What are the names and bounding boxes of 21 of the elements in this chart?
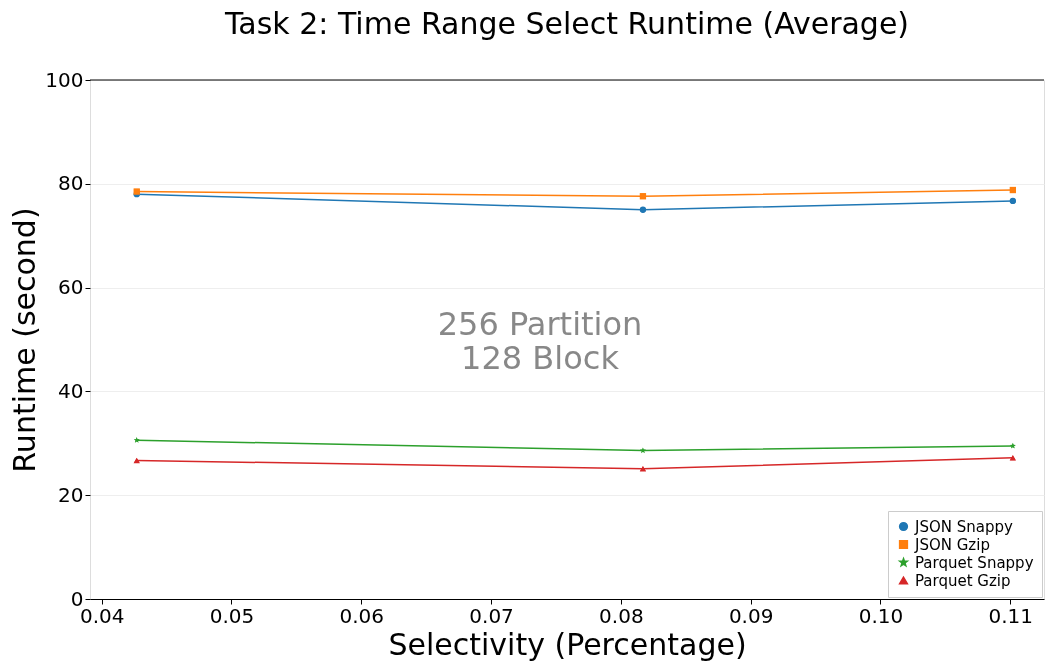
y-tick-label: 80 (58, 171, 84, 196)
y-tick-label: 0 (70, 586, 84, 611)
y-axis-title: Runtime (second) (7, 207, 43, 473)
legend-label: Parquet Gzip (915, 571, 1011, 590)
y-tick-label: 40 (58, 378, 84, 403)
y-tick-label: 20 (58, 482, 84, 507)
x-tick-label: 0.05 (209, 603, 255, 628)
x-tick-label: 0.08 (599, 603, 644, 628)
x-tick-label: 0.11 (988, 603, 1034, 628)
legend-label: JSON Gzip (914, 535, 990, 554)
annotation: 256 Partition 128 Block (437, 305, 643, 377)
x-axis-title: Selectivity (Percentage) (388, 626, 747, 662)
y-tick-label: 60 (58, 275, 84, 300)
chart-title: Task 2: Time Range Select Runtime (Average) (223, 6, 910, 41)
x-tick-label: 0.09 (728, 603, 774, 628)
legend-label: JSON Snappy (914, 517, 1013, 536)
legend-label: Parquet Snappy (915, 553, 1034, 572)
x-tick-label: 0.10 (858, 603, 904, 628)
y-tick-label: 100 (45, 67, 84, 92)
x-tick-label: 0.07 (469, 603, 514, 628)
x-tick-label: 0.06 (339, 603, 385, 628)
